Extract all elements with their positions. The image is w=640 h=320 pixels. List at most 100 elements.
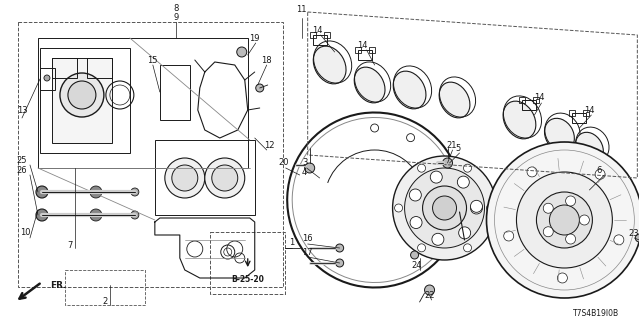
Text: 4: 4 bbox=[302, 167, 307, 177]
Text: 17: 17 bbox=[302, 247, 313, 257]
Circle shape bbox=[432, 233, 444, 245]
Circle shape bbox=[433, 232, 441, 240]
Text: 21: 21 bbox=[446, 140, 457, 149]
Circle shape bbox=[36, 209, 48, 221]
Text: 12: 12 bbox=[264, 140, 275, 149]
Bar bbox=[38, 38, 248, 168]
Bar bbox=[65, 270, 145, 305]
Ellipse shape bbox=[575, 132, 604, 164]
Ellipse shape bbox=[503, 101, 536, 139]
Text: 7: 7 bbox=[67, 241, 72, 250]
Text: 3: 3 bbox=[302, 157, 307, 166]
Circle shape bbox=[566, 196, 575, 206]
Circle shape bbox=[579, 215, 589, 225]
Bar bbox=[40, 48, 130, 153]
Text: 18: 18 bbox=[261, 55, 272, 65]
Circle shape bbox=[411, 251, 419, 259]
Text: 15: 15 bbox=[148, 55, 158, 65]
Circle shape bbox=[131, 188, 139, 196]
Circle shape bbox=[305, 163, 315, 173]
Circle shape bbox=[392, 156, 497, 260]
Bar bbox=[358, 50, 372, 60]
Circle shape bbox=[424, 285, 435, 295]
Text: 9: 9 bbox=[173, 12, 179, 21]
Bar bbox=[52, 58, 112, 143]
Text: T7S4B19I0B: T7S4B19I0B bbox=[573, 308, 620, 317]
Circle shape bbox=[463, 244, 472, 252]
Circle shape bbox=[504, 231, 514, 241]
Text: FR.: FR. bbox=[50, 281, 67, 290]
Ellipse shape bbox=[545, 118, 574, 152]
Text: 6: 6 bbox=[596, 165, 602, 174]
Text: 16: 16 bbox=[302, 234, 313, 243]
Circle shape bbox=[417, 164, 426, 172]
Bar bbox=[570, 110, 575, 116]
Circle shape bbox=[68, 81, 96, 109]
Ellipse shape bbox=[439, 82, 470, 118]
Bar bbox=[18, 22, 283, 287]
Bar bbox=[584, 110, 589, 116]
Circle shape bbox=[595, 169, 605, 179]
Circle shape bbox=[90, 186, 102, 198]
Circle shape bbox=[256, 84, 264, 92]
Text: 26: 26 bbox=[17, 165, 28, 174]
Circle shape bbox=[60, 73, 104, 117]
Circle shape bbox=[165, 158, 205, 198]
Circle shape bbox=[335, 259, 344, 267]
Circle shape bbox=[614, 235, 624, 245]
Circle shape bbox=[131, 211, 139, 219]
Text: 23: 23 bbox=[628, 228, 639, 237]
Circle shape bbox=[566, 234, 575, 244]
Circle shape bbox=[543, 227, 553, 237]
Circle shape bbox=[404, 168, 484, 248]
Text: 14: 14 bbox=[584, 106, 595, 115]
Circle shape bbox=[463, 164, 472, 172]
Circle shape bbox=[536, 192, 593, 248]
Text: 14: 14 bbox=[534, 92, 545, 101]
Circle shape bbox=[371, 124, 379, 132]
Bar bbox=[310, 32, 316, 38]
Circle shape bbox=[486, 204, 495, 212]
Circle shape bbox=[470, 200, 483, 212]
Text: 13: 13 bbox=[17, 106, 28, 115]
Text: 14: 14 bbox=[312, 26, 323, 35]
Text: 10: 10 bbox=[20, 228, 30, 236]
Bar bbox=[534, 97, 540, 103]
Bar bbox=[40, 68, 55, 90]
Circle shape bbox=[44, 75, 50, 81]
Bar bbox=[520, 97, 525, 103]
Bar bbox=[522, 100, 536, 110]
Circle shape bbox=[458, 176, 469, 188]
Circle shape bbox=[430, 171, 442, 183]
Bar bbox=[369, 47, 374, 53]
Text: 11: 11 bbox=[296, 4, 307, 13]
Text: 5: 5 bbox=[455, 143, 460, 153]
Circle shape bbox=[237, 47, 247, 57]
Text: 2: 2 bbox=[102, 298, 108, 307]
Text: 14: 14 bbox=[357, 41, 368, 50]
Circle shape bbox=[433, 160, 441, 168]
Bar bbox=[155, 140, 255, 215]
Circle shape bbox=[395, 204, 403, 212]
Circle shape bbox=[205, 158, 244, 198]
Ellipse shape bbox=[314, 46, 346, 84]
Text: B-25-20: B-25-20 bbox=[231, 276, 264, 284]
Circle shape bbox=[212, 165, 237, 191]
Bar bbox=[572, 113, 586, 123]
Circle shape bbox=[516, 172, 612, 268]
Circle shape bbox=[422, 186, 467, 230]
Bar bbox=[160, 65, 190, 120]
Bar bbox=[355, 47, 360, 53]
Circle shape bbox=[172, 165, 198, 191]
Text: 19: 19 bbox=[250, 34, 260, 43]
Text: 20: 20 bbox=[278, 157, 289, 166]
Circle shape bbox=[433, 196, 456, 220]
Ellipse shape bbox=[393, 71, 426, 109]
Circle shape bbox=[90, 209, 102, 221]
Circle shape bbox=[543, 203, 553, 213]
Circle shape bbox=[36, 186, 48, 198]
Text: 1: 1 bbox=[289, 237, 294, 246]
Circle shape bbox=[527, 167, 537, 177]
Circle shape bbox=[410, 189, 421, 201]
Circle shape bbox=[406, 134, 415, 142]
